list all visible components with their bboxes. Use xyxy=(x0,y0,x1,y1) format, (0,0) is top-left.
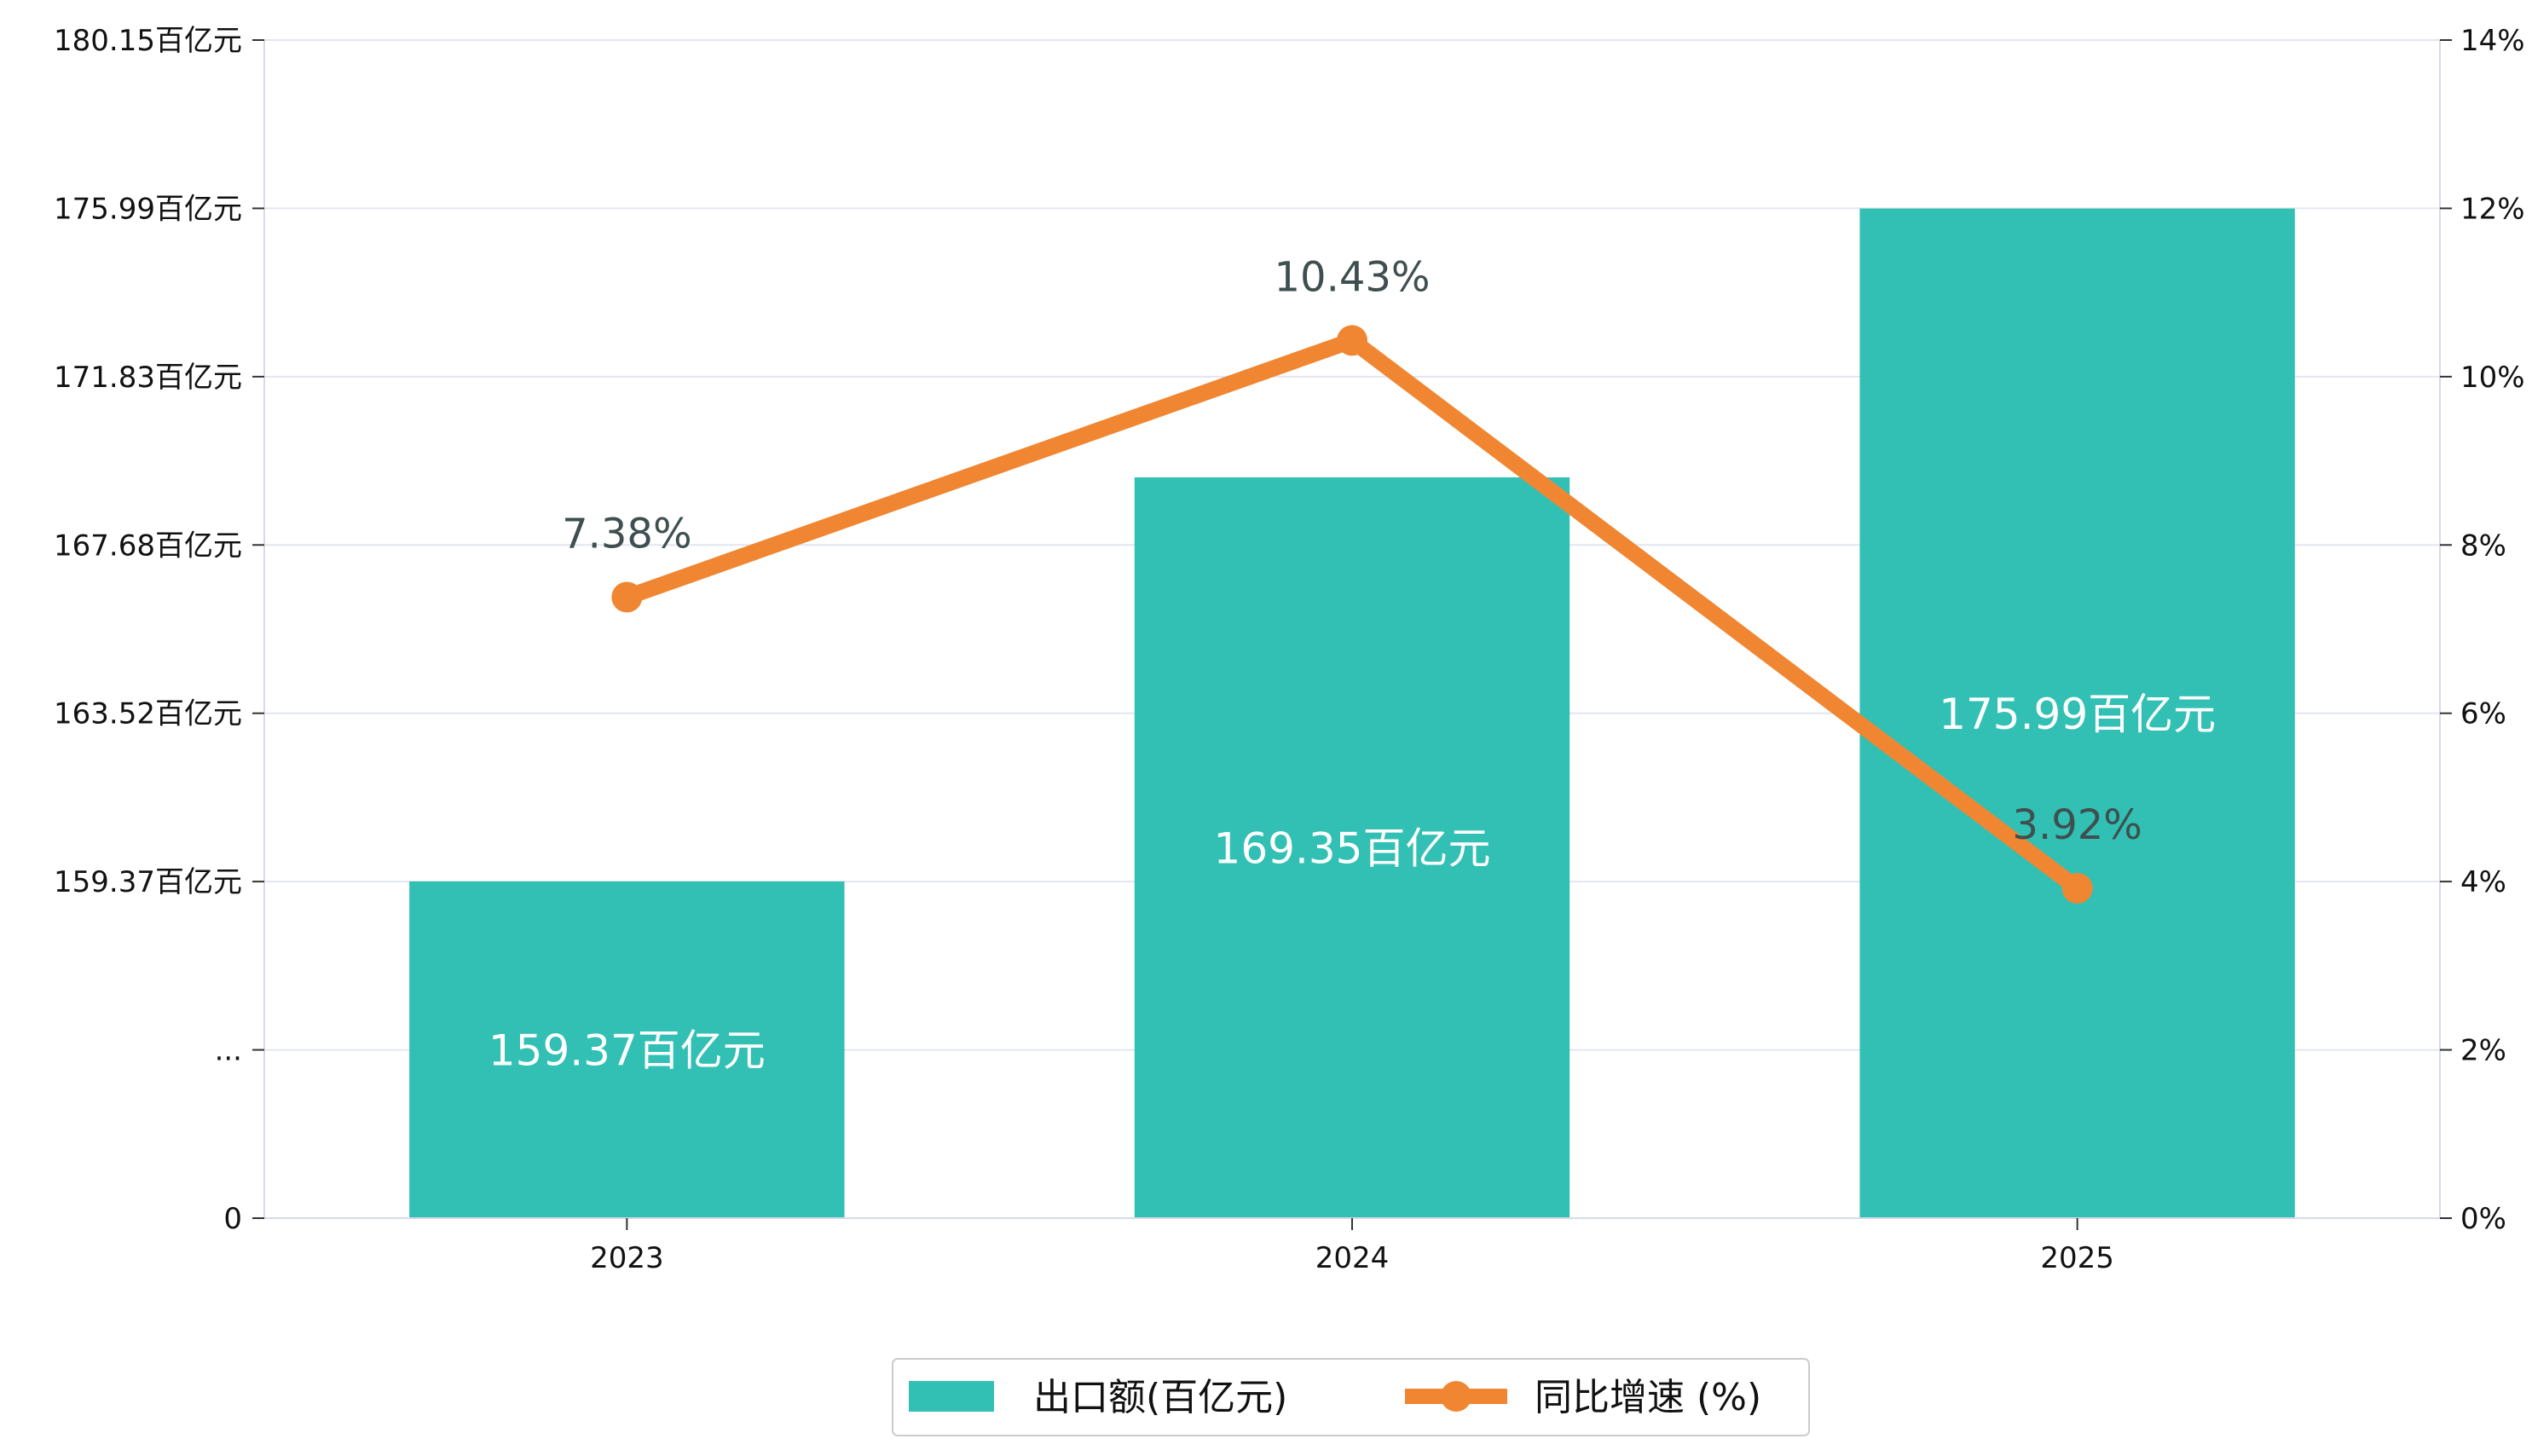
right-tick-label: 10% xyxy=(2460,361,2525,395)
left-tick-label: 163.52百亿元 xyxy=(54,697,242,731)
right-tick-label: 8% xyxy=(2460,529,2506,563)
left-tick-label: 159.37百亿元 xyxy=(54,865,242,899)
bar-value-label: 169.35百亿元 xyxy=(1214,823,1491,873)
right-tick-label: 6% xyxy=(2460,697,2506,731)
data-labels: 159.37百亿元 169.35百亿元 175.99百亿元 7.38% 10.43% 3.… xyxy=(488,253,2216,1075)
line-point xyxy=(611,581,643,613)
x-tick-label: 2024 xyxy=(1315,1241,1390,1275)
legend-bar-swatch xyxy=(909,1381,994,1412)
right-tick-label: 4% xyxy=(2460,865,2506,899)
x-tick-label: 2025 xyxy=(2040,1241,2114,1275)
bar-series xyxy=(409,208,2295,1218)
line-value-label: 10.43% xyxy=(1274,253,1430,301)
bar xyxy=(409,881,845,1218)
bar-value-label: 175.99百亿元 xyxy=(1939,690,2216,739)
right-tick-label: 0% xyxy=(2460,1202,2506,1236)
right-tick-label: 12% xyxy=(2460,192,2525,226)
right-tick-label: 2% xyxy=(2460,1034,2506,1068)
left-tick-label: 180.15百亿元 xyxy=(54,24,242,58)
line-point xyxy=(2061,873,2093,904)
bar-value-label: 159.37百亿元 xyxy=(488,1026,766,1075)
bar xyxy=(1134,477,1570,1218)
legend-line-label: 同比增速 (%) xyxy=(1535,1376,1761,1419)
line-point xyxy=(1337,325,1367,356)
legend-line-marker xyxy=(1441,1381,1471,1412)
bar xyxy=(1859,208,2295,1218)
legend-bar-label: 出口额(百亿元) xyxy=(1033,1376,1287,1419)
legend-box xyxy=(892,1358,1810,1436)
right-tick-label: 14% xyxy=(2460,24,2525,58)
left-tick-label: 167.68百亿元 xyxy=(54,529,242,563)
left-tick-label: 171.83百亿元 xyxy=(54,361,242,395)
line-value-label: 7.38% xyxy=(562,510,691,558)
line-value-label: 3.92% xyxy=(2012,801,2142,849)
left-tick-label: ... xyxy=(215,1034,242,1068)
left-tick-label: 0 xyxy=(223,1202,242,1236)
axes: 0... 159.37百亿元 163.52百亿元 167.68百亿元 171.83百亿元… xyxy=(54,24,2525,1275)
x-tick-label: 2023 xyxy=(590,1241,664,1275)
line-series xyxy=(611,325,2093,904)
legend: 出口额(百亿元) 同比增速 (%) xyxy=(892,1358,1810,1436)
left-tick-label: 175.99百亿元 xyxy=(54,192,242,226)
